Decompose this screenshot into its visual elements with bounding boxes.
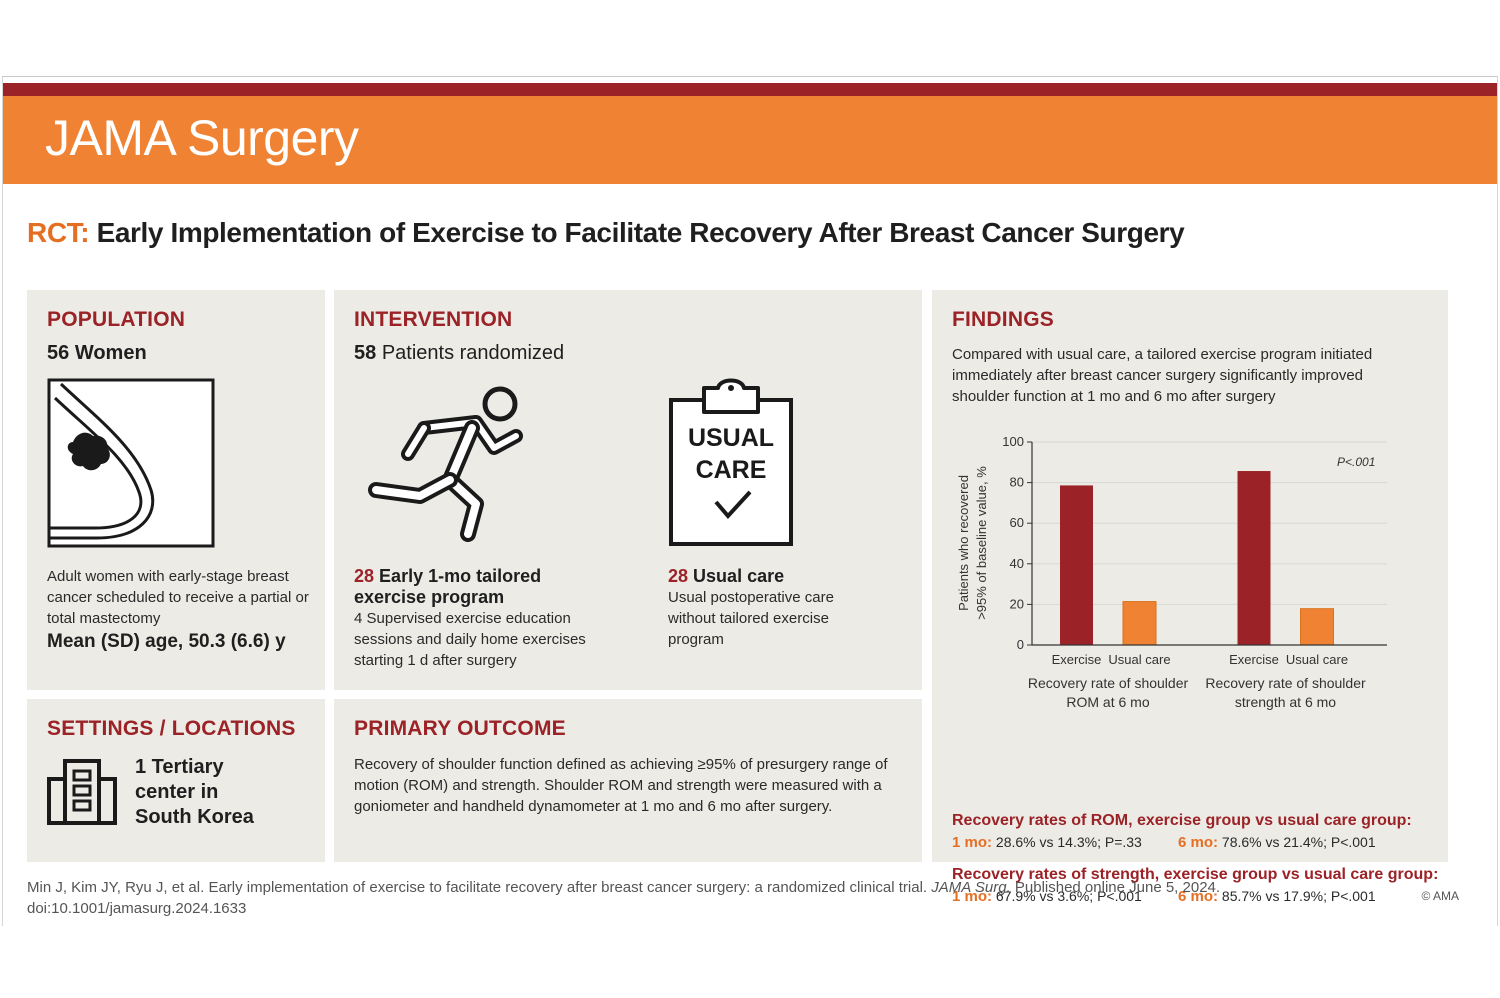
rom-6mo-label: 6 mo: — [1178, 834, 1219, 851]
usual-care-icon-text-2: CARE — [696, 456, 767, 484]
usual-care-arm-description: Usual postoperative care without tailore… — [668, 589, 834, 648]
settings-location: 1 Tertiary center in South Korea — [135, 755, 254, 830]
intervention-count-line: 58 Patients randomized — [354, 342, 564, 365]
settings-line-1: 1 Tertiary — [135, 756, 224, 778]
usual-care-bar — [1122, 601, 1157, 646]
population-count-label: Women — [74, 342, 147, 364]
findings-panel: FINDINGS Compared with usual care, a tai… — [932, 290, 1448, 905]
intervention-panel: INTERVENTION 58 Patients randomized 28 E… — [334, 290, 922, 690]
y-axis-label-line-2: >95% of baseline value, % — [974, 466, 989, 620]
study-type-tag: RCT: — [27, 217, 90, 248]
y-tick-label: 40 — [1010, 556, 1024, 571]
primary-outcome-text: Recovery of shoulder function defined as… — [354, 756, 888, 815]
y-tick-label: 80 — [1010, 475, 1024, 490]
building-icon — [47, 759, 117, 825]
intervention-heading: INTERVENTION — [354, 308, 513, 331]
citation-journal: JAMA Surg. — [931, 879, 1011, 896]
exercise-arm-title: 28 Early 1-mo tailored exercise program — [354, 566, 594, 608]
breast-tumor-icon — [47, 378, 215, 548]
intervention-count: 58 — [354, 342, 377, 364]
usual-care-arm-count: 28 — [668, 566, 689, 586]
settings-heading: SETTINGS / LOCATIONS — [47, 717, 296, 740]
y-tick-label: 0 — [1017, 637, 1024, 652]
intervention-count-label: Patients randomized — [381, 342, 565, 364]
strength-1mo-value: 67.9% vs 3.6%; P<.001 — [995, 888, 1142, 904]
rom-1mo-value: 28.6% vs 14.3%; P=.33 — [995, 834, 1142, 850]
exercise-arm-count: 28 — [354, 566, 375, 586]
population-count-line: 56 Women — [47, 342, 147, 365]
recovery-bar-chart: 0 20 40 60 80 100 Patients who recovered >95%… — [956, 434, 1387, 710]
population-description: Adult women with early-stage breast canc… — [47, 568, 309, 627]
rom-1mo-label: 1 mo: — [952, 834, 993, 851]
bar-category-label: Exercise — [1229, 652, 1279, 667]
strength-findings-heading: Recovery rates of strength, exercise gro… — [952, 866, 1439, 883]
usual-care-bar — [1300, 608, 1334, 646]
journal-header: JAMA Surgery — [3, 96, 1497, 184]
rom-findings-heading: Recovery rates of ROM, exercise group vs… — [952, 812, 1412, 829]
settings-line-3: South Korea — [135, 806, 254, 828]
y-axis-label-line-1: Patients who recovered — [956, 475, 971, 611]
settings-panel: SETTINGS / LOCATIONS 1 Tertiary center i… — [27, 699, 325, 862]
y-tick-label: 20 — [1010, 596, 1024, 611]
bar-category-label: Exercise — [1052, 652, 1102, 667]
strength-6mo-value: 85.7% vs 17.9%; P<.001 — [1221, 888, 1376, 904]
population-heading: POPULATION — [47, 308, 186, 331]
strength-6mo-result: 6 mo: 85.7% vs 17.9%; P<.001 — [1178, 888, 1376, 905]
y-tick-label: 100 — [1002, 434, 1024, 449]
citation-doi: doi:10.1001/jamasurg.2024.1633 — [27, 900, 247, 917]
settings-line-2: center in — [135, 781, 219, 803]
strength-6mo-label: 6 mo: — [1178, 888, 1219, 905]
population-age: Mean (SD) age, 50.3 (6.6) y — [47, 631, 286, 652]
page-title: RCT: Early Implementation of Exercise to… — [27, 217, 1185, 249]
primary-outcome-panel: PRIMARY OUTCOME Recovery of shoulder fun… — [334, 699, 922, 862]
y-tick-label: 60 — [1010, 515, 1024, 530]
group-label-line-1: Recovery rate of shoulder — [1205, 675, 1366, 691]
copyright: © AMA — [1421, 889, 1459, 903]
strength-1mo-label: 1 mo: — [952, 888, 993, 905]
group-label-line-1: Recovery rate of shoulder — [1028, 675, 1189, 691]
clipboard-check-icon: USUAL CARE — [669, 378, 793, 546]
running-person-icon — [368, 386, 523, 542]
exercise-arm-label: Early 1-mo tailored exercise program — [354, 566, 542, 607]
rom-1mo-result: 1 mo: 28.6% vs 14.3%; P=.33 — [952, 834, 1142, 851]
citation-part-1: Min J, Kim JY, Ryu J, et al. Early imple… — [27, 879, 932, 896]
usual-care-arm-label: Usual care — [693, 566, 785, 586]
strength-1mo-result: 1 mo: 67.9% vs 3.6%; P<.001 — [952, 888, 1142, 905]
citation: Min J, Kim JY, Ryu J, et al. Early imple… — [27, 877, 1220, 919]
journal-title: JAMA Surgery — [45, 110, 359, 166]
bar-category-label: Usual care — [1108, 652, 1170, 667]
rom-6mo-value: 78.6% vs 21.4%; P<.001 — [1221, 834, 1376, 850]
findings-heading: FINDINGS — [952, 308, 1054, 331]
infographic-card: JAMA Surgery RCT: Early Implementation o… — [2, 76, 1498, 926]
usual-care-icon-text-1: USUAL — [688, 424, 774, 452]
exercise-bar — [1237, 471, 1271, 645]
bar-category-label: Usual care — [1286, 652, 1348, 667]
citation-part-2: Published online June 5, 2024. — [1010, 879, 1221, 896]
primary-outcome-heading: PRIMARY OUTCOME — [354, 717, 566, 740]
usual-care-arm-title: 28 Usual care — [668, 566, 868, 587]
citation-line: Min J, Kim JY, Ryu J, et al. Early imple… — [27, 877, 1220, 898]
population-panel: POPULATION 56 Women Adult women with ear… — [27, 290, 325, 690]
p-value-annotation: P<.001 — [1337, 455, 1375, 469]
rom-6mo-result: 6 mo: 78.6% vs 21.4%; P<.001 — [1178, 834, 1376, 851]
population-count: 56 — [47, 342, 70, 364]
exercise-bar — [1060, 485, 1093, 645]
header-accent-bar — [3, 83, 1497, 96]
exercise-arm-description: 4 Supervised exercise education sessions… — [354, 610, 586, 669]
findings-summary: Compared with usual care, a tailored exe… — [952, 346, 1373, 405]
group-label-line-2: strength at 6 mo — [1235, 694, 1336, 710]
study-title: Early Implementation of Exercise to Faci… — [96, 217, 1185, 248]
group-label-line-2: ROM at 6 mo — [1066, 694, 1149, 710]
